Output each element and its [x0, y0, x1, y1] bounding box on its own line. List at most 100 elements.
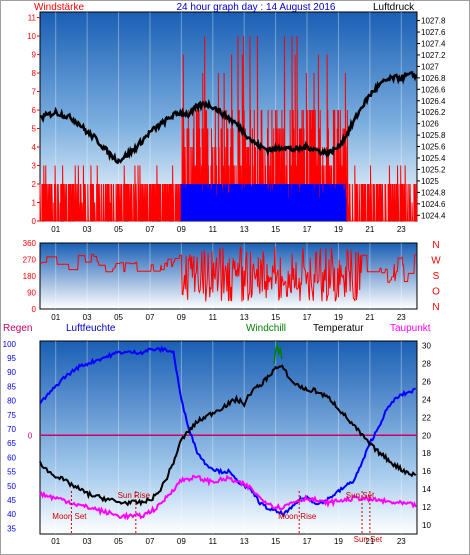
- wind-speed-tick: 4: [32, 143, 37, 152]
- temperature-series: [39, 364, 417, 507]
- pressure-tick: 1025.2: [421, 165, 446, 174]
- x-tick-label: 17: [303, 313, 312, 322]
- wind-speed-tick: 11: [28, 14, 37, 23]
- temperature-tick: 18: [422, 449, 431, 458]
- temperature-tick: 16: [422, 467, 431, 476]
- windchill-title: Windchill: [246, 323, 286, 334]
- temperature-tick: 14: [422, 485, 431, 494]
- temperature-tick: 10: [422, 521, 431, 530]
- wind-direction-tick: 90: [27, 289, 36, 298]
- dewpoint-line: [39, 474, 417, 521]
- pressure-tick: 1026.8: [421, 74, 446, 83]
- compass-label: N: [432, 302, 439, 313]
- x-tick-label: 03: [83, 225, 92, 234]
- temperature-tick: 28: [422, 359, 431, 368]
- x-tick-label: 21: [365, 225, 374, 234]
- humidity-title: Luftfeuchte: [66, 323, 116, 334]
- x-tick-label: 23: [397, 313, 406, 322]
- temperature-line: [39, 364, 417, 507]
- rain-series: 0: [28, 431, 417, 440]
- pressure-tick: 1025: [421, 177, 439, 186]
- wind-speed-tick: 0: [32, 217, 37, 226]
- x-tick-label: 01: [51, 537, 60, 546]
- compass-label: N: [432, 240, 439, 251]
- x-tick-label: 23: [397, 225, 406, 234]
- x-tick-label: 07: [146, 537, 155, 546]
- event-label: Sun Set: [346, 491, 375, 500]
- wind-speed-tick: 6: [32, 106, 37, 115]
- wind-direction-tick: 270: [23, 256, 37, 265]
- event-label: Moon Set: [52, 512, 87, 521]
- x-tick-label: 11: [209, 537, 218, 546]
- rain-value-label: 0: [28, 431, 33, 440]
- x-tick-label: 07: [146, 313, 155, 322]
- pressure-tick: 1027: [421, 62, 439, 71]
- wind-gust-series: [180, 184, 347, 221]
- pressure-tick: 1024.6: [421, 200, 446, 209]
- wind-gust-bars: [180, 184, 347, 221]
- humidity-tick: 70: [7, 425, 16, 434]
- x-tick-label: 19: [334, 313, 343, 322]
- wind-direction-tick: 180: [23, 272, 37, 281]
- x-tick-label: 19: [334, 537, 343, 546]
- humidity-tick: 55: [7, 468, 16, 477]
- x-tick-label: 23: [397, 537, 406, 546]
- sun-moon-events: Sun Rise Moon Set Moon Rise Sun Set Sun Set: [52, 491, 383, 544]
- x-axis-panel2: 01 03 05 07 09 11 13 15 17 19 21 23: [51, 313, 406, 322]
- panel-temperature-humidity: [39, 340, 418, 535]
- wind-speed-title: Windstärke: [34, 2, 84, 13]
- pressure-tick: 1027.2: [421, 51, 446, 60]
- x-tick-label: 21: [365, 537, 374, 546]
- humidity-series: [39, 345, 416, 518]
- compass-label: S: [433, 271, 440, 282]
- pressure-title: Luftdruck: [373, 2, 415, 13]
- x-tick-label: 07: [146, 225, 155, 234]
- rain-title: Regen: [3, 323, 32, 334]
- x-tick-label: 13: [240, 225, 249, 234]
- wind-speed-tick: 10: [27, 32, 36, 41]
- x-tick-label: 19: [334, 225, 343, 234]
- wind-direction-tick: 360: [23, 239, 37, 248]
- humidity-tick: 40: [7, 510, 16, 519]
- pressure-tick: 1026.2: [421, 108, 446, 117]
- wind-speed-tick: 9: [32, 51, 37, 60]
- pressure-tick: 1027.8: [421, 17, 446, 26]
- x-tick-label: 15: [271, 537, 280, 546]
- wind-speed-tick: 7: [32, 88, 37, 97]
- wind-direction-axis: 0 90 180 270 360: [23, 239, 37, 314]
- x-tick-label: 03: [83, 537, 92, 546]
- temperature-axis: 10 12 14 16 18 20 22 24 26 28 30: [422, 341, 431, 530]
- pressure-tick: 1027.6: [421, 28, 446, 37]
- x-tick-label: 09: [177, 313, 186, 322]
- x-axis-panel1: 01 03 05 07 09 11 13 15 17 19 21 23: [51, 225, 406, 234]
- compass-label: O: [432, 287, 440, 298]
- humidity-tick: 90: [7, 368, 16, 377]
- humidity-tick: 60: [7, 453, 16, 462]
- pressure-tick: 1026: [421, 120, 439, 129]
- humidity-line: [39, 345, 416, 518]
- x-tick-label: 11: [209, 225, 218, 234]
- x-tick-label: 09: [177, 537, 186, 546]
- x-tick-label: 01: [51, 225, 60, 234]
- pressure-series: [39, 71, 418, 165]
- event-label: Sun Set: [354, 535, 383, 544]
- pressure-tick: 1024.4: [421, 211, 446, 220]
- windchill-series: [273, 342, 283, 364]
- wind-direction-tick: 0: [32, 305, 37, 314]
- x-tick-label: 05: [114, 537, 123, 546]
- pressure-tick: 1026.6: [421, 85, 446, 94]
- temperature-tick: 30: [422, 341, 431, 350]
- pressure-tick: 1025.6: [421, 143, 446, 152]
- pressure-axis: 1024.4 1024.6 1024.8 1025 1025.2 1025.4 1025.6…: [417, 17, 446, 220]
- temperature-tick: 22: [422, 413, 431, 422]
- humidity-tick: 80: [7, 397, 16, 406]
- humidity-tick: 45: [7, 496, 16, 505]
- temperature-title: Temperatur: [313, 323, 364, 334]
- x-axis-panel3: 01 03 05 07 09 11 13 15 17 19 21 23: [51, 537, 406, 546]
- wind-speed-tick: 1: [32, 199, 37, 208]
- pressure-tick: 1025.4: [421, 154, 446, 163]
- x-tick-label: 17: [303, 225, 312, 234]
